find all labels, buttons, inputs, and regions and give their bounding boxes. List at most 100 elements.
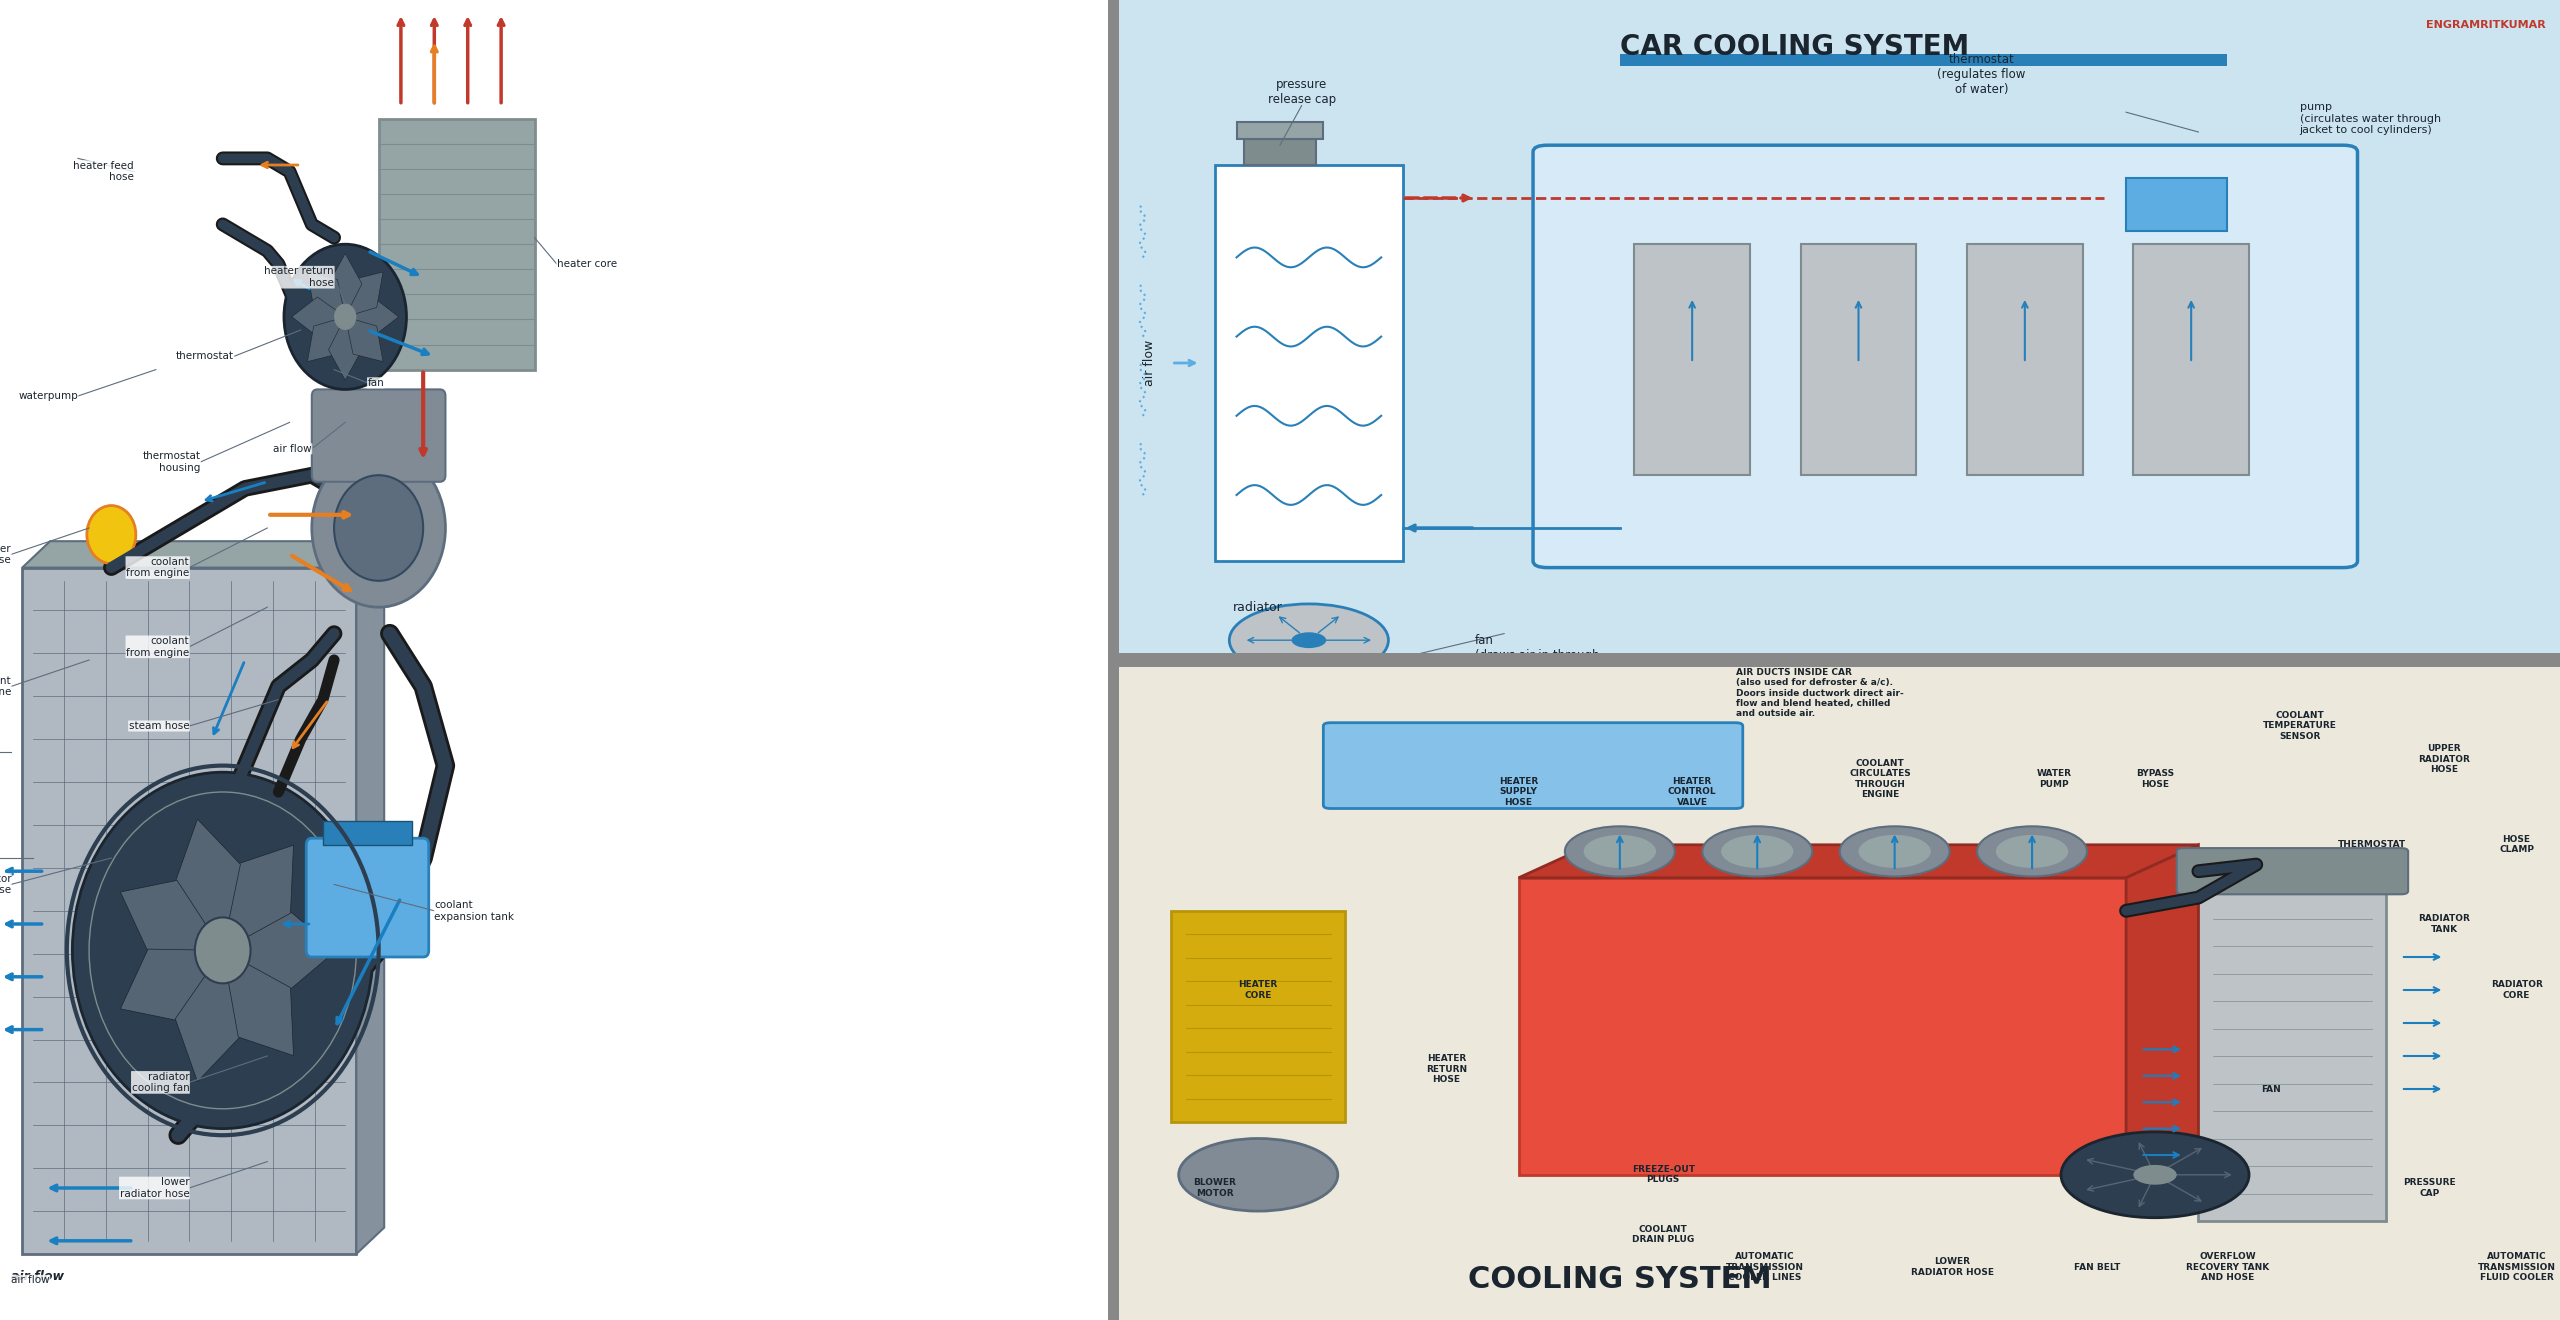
Bar (1172, 911, 1344, 1122)
Circle shape (1841, 826, 1951, 876)
Text: coolant
expansion tank: coolant expansion tank (435, 900, 515, 921)
Text: air flow: air flow (1142, 339, 1155, 387)
FancyBboxPatch shape (1324, 722, 1743, 808)
Text: heater feed
hose: heater feed hose (74, 161, 133, 182)
Text: pump
(circulates water through
jacket to cool cylinders): pump (circulates water through jacket to… (2299, 102, 2440, 136)
Circle shape (2061, 1131, 2250, 1217)
Bar (2125, 178, 2227, 231)
Circle shape (1585, 836, 1656, 869)
Bar (1800, 244, 1917, 475)
Polygon shape (223, 950, 294, 1056)
Text: BLOWER
MOTOR: BLOWER MOTOR (1193, 1179, 1236, 1197)
FancyBboxPatch shape (2176, 849, 2409, 895)
FancyBboxPatch shape (1533, 145, 2358, 568)
Bar (2199, 891, 2386, 1221)
Circle shape (1178, 1138, 1339, 1212)
Text: RADIATOR
TANK: RADIATOR TANK (2419, 915, 2470, 933)
Text: radiator
bleed hose: radiator bleed hose (0, 874, 10, 895)
Text: UPPER
RADIATOR
HOSE: UPPER RADIATOR HOSE (2419, 744, 2470, 774)
Text: OVERFLOW
RECOVERY TANK
AND HOSE: OVERFLOW RECOVERY TANK AND HOSE (2186, 1253, 2268, 1282)
Text: upper
radiator hose: upper radiator hose (0, 544, 10, 565)
Text: AIR DUCTS INSIDE CAR
(also used for defroster & a/c).
Doors inside ductwork dire: AIR DUCTS INSIDE CAR (also used for defr… (1736, 668, 1902, 718)
Text: thermostat: thermostat (177, 351, 233, 362)
Polygon shape (328, 317, 361, 380)
Text: COOLING SYSTEM: COOLING SYSTEM (1467, 1265, 1772, 1294)
Polygon shape (120, 949, 223, 1020)
Circle shape (1976, 826, 2086, 876)
Circle shape (284, 244, 407, 389)
Text: COOLANT
DRAIN PLUG: COOLANT DRAIN PLUG (1633, 1225, 1695, 1243)
Text: AUTOMATIC
TRANSMISSION
FLUID COOLER: AUTOMATIC TRANSMISSION FLUID COOLER (2478, 1253, 2555, 1282)
Polygon shape (223, 911, 335, 990)
Text: COOLANT
TEMPERATURE
SENSOR: COOLANT TEMPERATURE SENSOR (2263, 711, 2337, 741)
Circle shape (2132, 1166, 2176, 1185)
Text: pressure
release cap: pressure release cap (1267, 78, 1336, 106)
Circle shape (1997, 836, 2068, 869)
Polygon shape (346, 297, 399, 337)
Text: heater core: heater core (558, 259, 617, 269)
Text: LOWER
RADIATOR HOSE: LOWER RADIATOR HOSE (1910, 1258, 1994, 1276)
Polygon shape (346, 272, 384, 317)
Text: waterpump: waterpump (18, 391, 77, 401)
Bar (379, 119, 535, 370)
Circle shape (335, 475, 422, 581)
Text: thermostat
(regulates flow
of water): thermostat (regulates flow of water) (1938, 53, 2025, 96)
Text: air flow: air flow (10, 1275, 49, 1286)
Text: lower
radiator hose: lower radiator hose (120, 1177, 189, 1199)
Bar (1966, 244, 2084, 475)
Polygon shape (223, 845, 294, 950)
Circle shape (1859, 836, 1930, 869)
Text: HEATER
RETURN
HOSE: HEATER RETURN HOSE (1426, 1055, 1467, 1084)
Polygon shape (120, 880, 223, 952)
Text: THERMOSTAT: THERMOSTAT (2337, 841, 2406, 849)
Text: ENGRAMRITKUMAR: ENGRAMRITKUMAR (2427, 20, 2545, 30)
Bar (1244, 139, 1316, 165)
Polygon shape (1518, 845, 2199, 878)
Polygon shape (2125, 845, 2199, 1175)
Bar (1633, 244, 1751, 475)
Polygon shape (346, 317, 384, 362)
Text: WATER
PUMP: WATER PUMP (2035, 770, 2071, 788)
Bar (323, 821, 412, 845)
Circle shape (87, 506, 136, 564)
Polygon shape (174, 820, 241, 950)
Text: HEATER
SUPPLY
HOSE: HEATER SUPPLY HOSE (1500, 777, 1539, 807)
Text: radiator
cooling fan: radiator cooling fan (131, 1072, 189, 1093)
Circle shape (312, 449, 445, 607)
Circle shape (72, 772, 374, 1129)
Text: COOLANT
CIRCULATES
THROUGH
ENGINE: COOLANT CIRCULATES THROUGH ENGINE (1848, 759, 1912, 799)
Text: heater return
hose: heater return hose (264, 267, 333, 288)
Text: steam hose: steam hose (128, 721, 189, 731)
Text: coolant
to engine: coolant to engine (0, 676, 10, 697)
Circle shape (1290, 632, 1326, 648)
Text: AUTOMATIC
TRANSMISSION
COOLER LINES: AUTOMATIC TRANSMISSION COOLER LINES (1725, 1253, 1802, 1282)
Text: CAR COOLING SYSTEM: CAR COOLING SYSTEM (1620, 33, 1969, 61)
Text: HEATER
CORE: HEATER CORE (1239, 981, 1277, 999)
Text: PRESSURE
CAP: PRESSURE CAP (2404, 1179, 2455, 1197)
Circle shape (195, 917, 251, 983)
Text: FAN: FAN (2260, 1085, 2281, 1093)
Text: radiator: radiator (1234, 601, 1283, 614)
Polygon shape (307, 317, 346, 362)
Text: air flow: air flow (274, 444, 312, 454)
Text: fan: fan (369, 378, 384, 388)
Polygon shape (23, 568, 356, 1254)
Text: HEATER
CONTROL
VALVE: HEATER CONTROL VALVE (1669, 777, 1715, 807)
Circle shape (333, 304, 356, 330)
Text: HOSE
CLAMP: HOSE CLAMP (2499, 836, 2534, 854)
Text: coolant
from engine: coolant from engine (125, 636, 189, 657)
Text: FREEZE-OUT
PLUGS: FREEZE-OUT PLUGS (1631, 1166, 1695, 1184)
Bar (1216, 165, 1403, 561)
Bar (2132, 244, 2250, 475)
Circle shape (1229, 605, 1388, 676)
Text: air flow: air flow (10, 1270, 64, 1283)
Polygon shape (23, 541, 384, 568)
FancyBboxPatch shape (307, 838, 428, 957)
Text: fan
(draws air in through
radiator to cool water): fan (draws air in through radiator to co… (1475, 634, 1608, 677)
Polygon shape (174, 950, 241, 1081)
Text: coolant
from engine: coolant from engine (125, 557, 189, 578)
Polygon shape (307, 272, 346, 317)
Polygon shape (292, 297, 346, 337)
Text: FAN BELT: FAN BELT (2074, 1263, 2120, 1271)
Bar (1620, 54, 2227, 66)
